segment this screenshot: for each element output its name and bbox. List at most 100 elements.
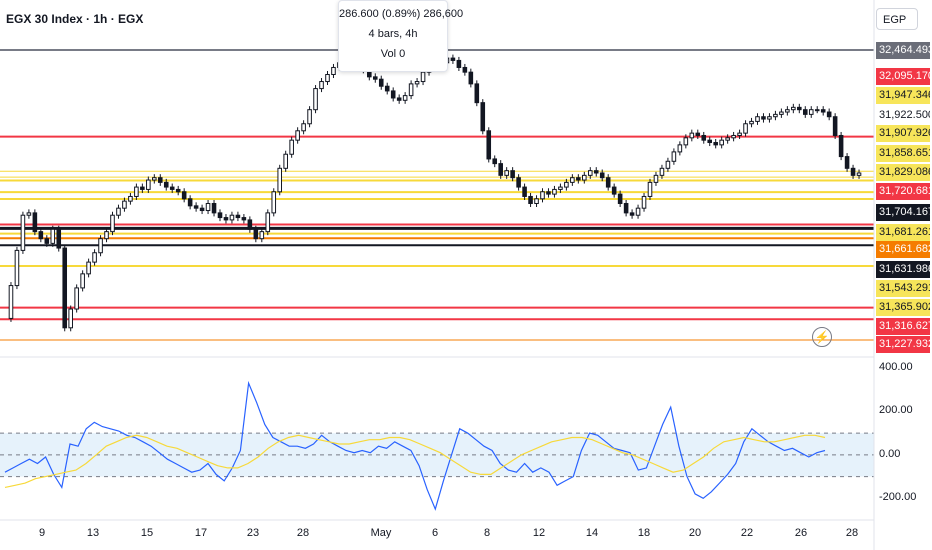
- candle-down: [187, 198, 193, 207]
- candle-up: [791, 106, 796, 111]
- candle-down: [611, 186, 617, 195]
- time-tick-label: 28: [296, 527, 310, 539]
- candle-up: [26, 212, 32, 216]
- time-tick-label: 15: [140, 527, 154, 539]
- candle-down: [576, 177, 581, 181]
- tooltip-line-2: 4 bars, 4h: [368, 28, 418, 40]
- candle-down: [372, 76, 378, 80]
- candle-down: [450, 57, 456, 61]
- candle-up: [68, 308, 73, 329]
- price-label: 31,227.932: [876, 336, 930, 353]
- candle-down: [498, 163, 503, 176]
- candle-down: [599, 172, 605, 179]
- time-tick-label: 26: [794, 527, 808, 539]
- candle-up: [558, 186, 563, 190]
- candle-up: [205, 202, 211, 212]
- time-tick-label: 28: [845, 527, 859, 539]
- candle-up: [785, 109, 790, 113]
- candle-down: [474, 83, 480, 104]
- time-tick-label: 14: [585, 527, 599, 539]
- candle-down: [528, 195, 533, 204]
- candle-up: [731, 134, 736, 139]
- candle-up: [689, 132, 695, 139]
- candle-down: [390, 90, 396, 99]
- candle-up: [587, 170, 593, 176]
- candle-up: [534, 198, 539, 204]
- candle-up: [20, 214, 26, 251]
- candle-up: [743, 123, 748, 134]
- candle-up: [122, 200, 127, 209]
- candle-up: [635, 207, 641, 216]
- candle-down: [456, 59, 462, 68]
- candle-up: [265, 212, 271, 233]
- candle-up: [98, 238, 103, 254]
- price-label: 31,907.926: [876, 125, 930, 142]
- candle-up: [313, 88, 318, 111]
- currency-button[interactable]: EGP: [876, 8, 918, 30]
- candle-up: [420, 71, 426, 83]
- chart-title: EGX 30 Index · 1h · EGX: [6, 12, 144, 26]
- candle-up: [564, 181, 569, 188]
- candle-up: [307, 109, 312, 125]
- candle-up: [677, 144, 683, 153]
- lightning-alert-icon[interactable]: ⚡: [812, 327, 832, 347]
- candle-up: [259, 231, 265, 240]
- tooltip-line-3: Vol 0: [380, 48, 406, 60]
- candle-down: [593, 170, 599, 174]
- candle-up: [277, 167, 283, 193]
- candle-up: [402, 95, 408, 101]
- candle-up: [856, 172, 862, 176]
- measure-tooltip: 286.600 (0.89%) 286,600 4 bars, 4h Vol 0: [338, 0, 463, 72]
- candle-down: [510, 170, 515, 179]
- candle-down: [850, 167, 856, 176]
- time-tick-label: 12: [532, 527, 546, 539]
- candle-up: [104, 231, 109, 240]
- candle-up: [552, 188, 557, 195]
- candle-down: [396, 97, 402, 101]
- candle-up: [8, 285, 14, 319]
- time-tick-label: 6: [431, 527, 439, 539]
- candle-up: [331, 66, 336, 76]
- candle-up: [737, 132, 742, 136]
- candle-down: [378, 78, 384, 87]
- candle-up: [301, 123, 306, 132]
- price-label: 31,661.682: [876, 241, 930, 258]
- time-tick-label: 17: [194, 527, 208, 539]
- candle-down: [62, 247, 68, 329]
- candle-down: [140, 186, 145, 190]
- time-tick-label: 9: [38, 527, 46, 539]
- candle-down: [480, 102, 486, 132]
- candle-up: [80, 273, 85, 289]
- candle-down: [492, 158, 498, 165]
- candle-down: [247, 219, 253, 230]
- candle-down: [844, 156, 850, 169]
- candle-up: [134, 186, 139, 197]
- candle-up: [146, 179, 151, 190]
- candle-up: [665, 160, 671, 169]
- oscillator-tick-label: 400.00: [879, 361, 913, 373]
- candle-down: [713, 142, 718, 146]
- candle-down: [163, 181, 169, 188]
- candle-down: [181, 191, 187, 200]
- candle-down: [486, 130, 492, 160]
- candle-up: [683, 137, 689, 146]
- candle-up: [74, 287, 79, 310]
- time-tick-label: 23: [246, 527, 260, 539]
- candle-down: [516, 177, 521, 188]
- candle-up: [808, 109, 814, 115]
- candle-up: [582, 174, 587, 181]
- candle-up: [50, 228, 56, 244]
- candle-down: [617, 193, 623, 204]
- candle-down: [169, 186, 175, 190]
- candle-down: [468, 71, 474, 85]
- candle-down: [802, 109, 808, 115]
- candle-down: [701, 134, 707, 141]
- candle-down: [605, 177, 611, 188]
- candle-up: [647, 181, 653, 197]
- price-label: 31,631.986: [876, 261, 930, 278]
- candle-down: [199, 207, 205, 212]
- candle-down: [522, 186, 527, 197]
- candle-down: [384, 85, 390, 92]
- price-label: 31,858.651: [876, 145, 930, 162]
- price-label: 31,720.681: [876, 183, 930, 200]
